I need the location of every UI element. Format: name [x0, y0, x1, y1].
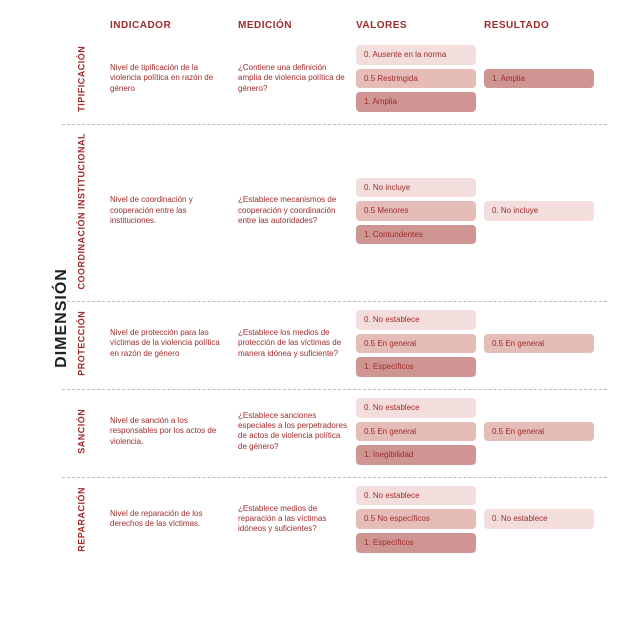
dimension-label: COORDINACIÓN INSTITUCIONAL	[62, 133, 102, 290]
resultado-cell: 0. No establece	[484, 509, 594, 529]
resultado-pill: 0. No establece	[484, 509, 594, 529]
valor-pill: 0.5 Menores	[356, 201, 476, 221]
medicion-text: ¿Establece mecanismos de cooperación y c…	[238, 195, 348, 226]
dimension-label: SANCIÓN	[62, 398, 102, 465]
valor-pill: 0. No establece	[356, 310, 476, 330]
table-row: TIPIFICACIÓN Nivel de tipificación de la …	[62, 37, 607, 125]
header-medicion: MEDICIÓN	[238, 20, 348, 31]
resultado-cell: 0. No incluye	[484, 201, 594, 221]
indicator-text: Nivel de sanción a los responsables por …	[110, 416, 230, 447]
valor-pill: 1. Específicos	[356, 533, 476, 553]
header-resultado: RESULTADO	[484, 20, 594, 31]
medicion-text: ¿Establece los medios de protección de l…	[238, 328, 348, 359]
valor-pill: 0.5 Restringida	[356, 69, 476, 89]
table-row: PROTECCIÓN Nivel de protección para las v…	[62, 302, 607, 390]
indicator-text: Nivel de coordinación y cooperación entr…	[110, 195, 230, 226]
header-valores: VALORES	[356, 20, 476, 31]
valor-pill: 0. No establece	[356, 398, 476, 418]
resultado-pill: 0.5 En general	[484, 422, 594, 442]
medicion-text: ¿Establece sanciones especiales a los pe…	[238, 411, 348, 453]
indicator-text: Nivel de tipificación de la violencia po…	[110, 63, 230, 94]
dimension-label: REPARACIÓN	[62, 486, 102, 553]
valores-list: 0. No establece 0.5 No específicos 1. Espe…	[356, 486, 476, 553]
valor-pill: 0. No establece	[356, 486, 476, 506]
table-row: COORDINACIÓN INSTITUCIONAL Nivel de coord…	[62, 125, 607, 303]
resultado-cell: 0.5 En general	[484, 422, 594, 442]
valor-pill: 0. No incluye	[356, 178, 476, 198]
valores-list: 0. Ausente en la norma 0.5 Restringida 1. …	[356, 45, 476, 112]
valores-list: 0. No establece 0.5 En general 1. Inegibil…	[356, 398, 476, 465]
resultado-cell: 1. Amplia	[484, 69, 594, 89]
dimension-label: PROTECCIÓN	[62, 310, 102, 377]
medicion-text: ¿Contiene una definición amplia de viole…	[238, 63, 348, 94]
dimension-label: TIPIFICACIÓN	[62, 45, 102, 112]
valor-pill: 1. Amplia	[356, 92, 476, 112]
valor-pill: 0. Ausente en la norma	[356, 45, 476, 65]
medicion-text: ¿Establece medios de reparación a las ví…	[238, 504, 348, 535]
valores-list: 0. No establece 0.5 En general 1. Específi…	[356, 310, 476, 377]
header-indicador: INDICADOR	[110, 20, 230, 31]
valor-pill: 1. Específicos	[356, 357, 476, 377]
resultado-pill: 1. Amplia	[484, 69, 594, 89]
valor-pill: 0.5 En general	[356, 422, 476, 442]
table-row: REPARACIÓN Nivel de reparación de los der…	[62, 478, 607, 565]
valor-pill: 1. Contundentes	[356, 225, 476, 245]
resultado-cell: 0.5 En general	[484, 334, 594, 354]
valor-pill: 0.5 En general	[356, 334, 476, 354]
indicator-text: Nivel de protección para las víctimas de…	[110, 328, 230, 359]
valores-list: 0. No incluye 0.5 Menores 1. Contundentes	[356, 178, 476, 245]
header-row: INDICADOR MEDICIÓN VALORES RESULTADO	[62, 20, 607, 31]
table-row: SANCIÓN Nivel de sanción a los responsabl…	[62, 390, 607, 478]
valor-pill: 1. Inegibilidad	[356, 445, 476, 465]
table-content: INDICADOR MEDICIÓN VALORES RESULTADO TIP…	[62, 20, 607, 565]
resultado-pill: 0. No incluye	[484, 201, 594, 221]
indicator-text: Nivel de reparación de los derechos de l…	[110, 509, 230, 530]
valor-pill: 0.5 No específicos	[356, 509, 476, 529]
resultado-pill: 0.5 En general	[484, 334, 594, 354]
